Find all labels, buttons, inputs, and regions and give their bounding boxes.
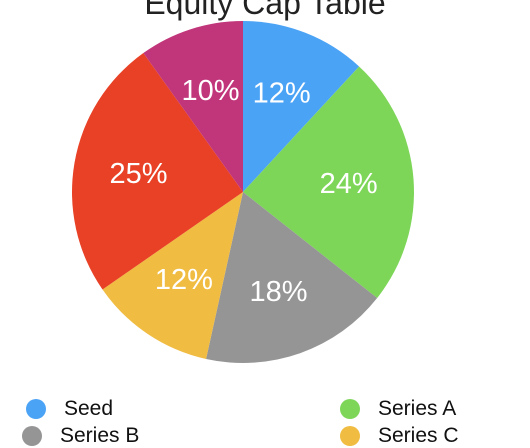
slice-label-series-c: 12% [155, 264, 213, 296]
legend-item-series-a: Series A [340, 397, 456, 421]
legend-swatch-series-c [340, 426, 360, 446]
legend-label-series-b: Series B [60, 424, 140, 447]
legend-label-series-c: Series C [378, 424, 459, 447]
legend-item-series-c: Series C [340, 424, 459, 448]
legend-item-seed: Seed [26, 397, 113, 421]
slice-label-unlabeled-6: 10% [182, 75, 240, 107]
slice-label-series-a: 24% [320, 168, 378, 200]
legend-item-series-b: Series B [22, 424, 139, 448]
chart-title: Equity Cap Table [144, 0, 386, 21]
pie-slice-series-c [102, 192, 243, 359]
pie-slice-series-b [206, 192, 378, 363]
slice-label-seed: 12% [253, 77, 311, 109]
legend-swatch-series-b [22, 426, 42, 446]
legend-swatch-series-a [340, 399, 360, 419]
legend-label-series-a: Series A [378, 397, 457, 420]
pie-slice-seed [243, 21, 360, 192]
legend-swatch-seed [26, 399, 46, 419]
legend-label-seed: Seed [64, 397, 114, 420]
slice-label-unlabeled-5: 25% [110, 158, 168, 190]
slice-label-series-b: 18% [250, 276, 308, 308]
pie-slice-unlabeled-5 [72, 53, 244, 290]
pie-slice-unlabeled-6 [143, 21, 243, 192]
pie-slice-series-a [243, 66, 415, 299]
